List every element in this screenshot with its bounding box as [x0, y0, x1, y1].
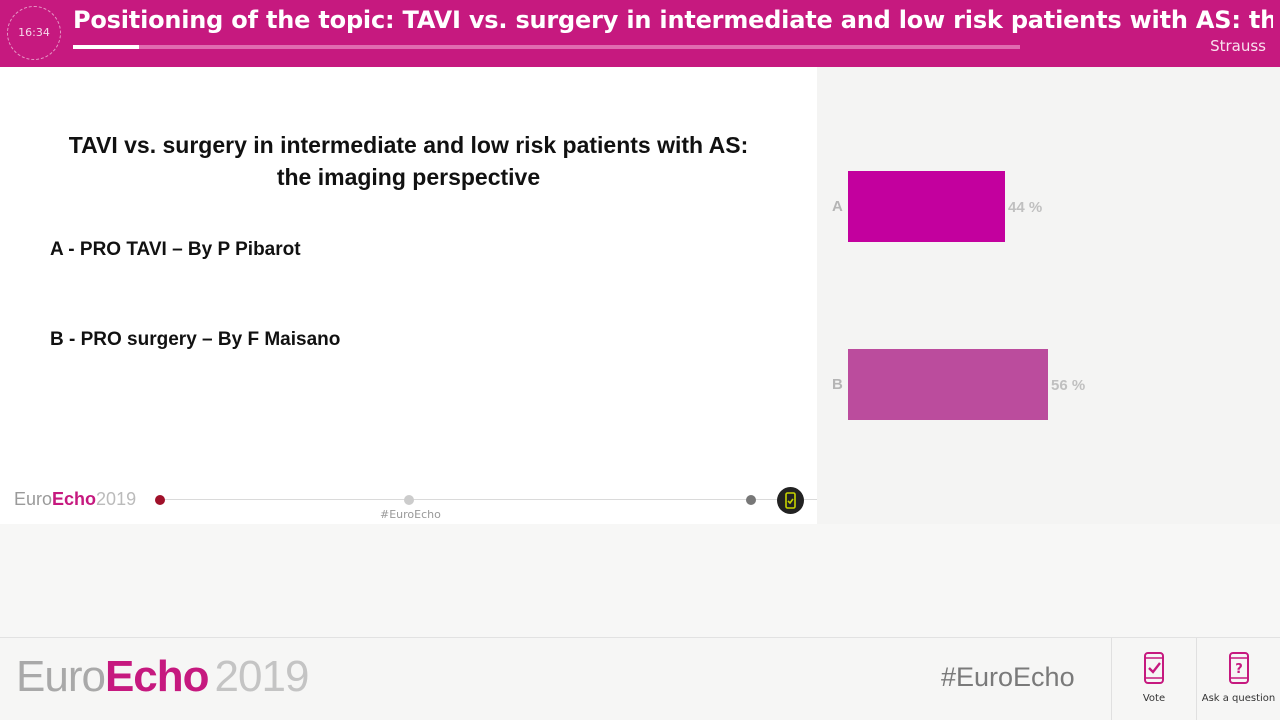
- poll-option-a-letter: A: [832, 198, 843, 215]
- bottom-hashtag: #EuroEcho: [941, 662, 1075, 692]
- slide-euroecho-logo: EuroEcho2019: [14, 489, 136, 510]
- slide-title: TAVI vs. surgery in intermediate and low…: [0, 129, 817, 193]
- slide-footer-divider: [160, 499, 817, 500]
- slide-logo-echo: Echo: [52, 489, 97, 509]
- speaker-name: Strauss: [1210, 37, 1266, 55]
- bottom-logo-echo: Echo: [104, 652, 210, 701]
- session-progress-fill: [73, 45, 140, 49]
- slide-logo-year: 2019: [96, 489, 137, 509]
- slide-hashtag: #EuroEcho: [380, 508, 441, 521]
- poll-percent-b: 56 %: [1051, 377, 1086, 394]
- slide-live-dot: [155, 495, 165, 505]
- phone-vote-icon: [777, 487, 804, 514]
- poll-option-b-letter: B: [832, 376, 843, 393]
- poll-results-panel: A 44 % B 56 %: [817, 67, 1280, 524]
- poll-percent-a: 44 %: [1008, 199, 1043, 216]
- phone-question-icon: ?: [1229, 652, 1249, 684]
- slide-option-b: B - PRO surgery – By F Maisano: [50, 329, 341, 350]
- ask-question-button[interactable]: ? Ask a question: [1196, 638, 1280, 720]
- slide-logo-euro: Euro: [14, 489, 53, 509]
- session-header: 16:34 Positioning of the topic: TAVI vs.…: [0, 0, 1280, 67]
- session-progress-bar: [73, 45, 1020, 49]
- vote-label: Vote: [1142, 693, 1166, 704]
- slide-title-line-2: the imaging perspective: [276, 164, 541, 190]
- phone-check-icon: [1144, 652, 1164, 684]
- bottom-logo-year: 2019: [214, 652, 310, 701]
- vote-button[interactable]: Vote: [1111, 638, 1196, 720]
- presentation-slide: TAVI vs. surgery in intermediate and low…: [0, 67, 817, 524]
- poll-bar-a: [848, 171, 1005, 242]
- poll-bar-b: [848, 349, 1048, 420]
- session-title: Positioning of the topic: TAVI vs. surge…: [73, 6, 1273, 34]
- bottom-bar: EuroEcho 2019 #EuroEcho Vote ? Ask a ques…: [0, 637, 1280, 720]
- slide-option-a: A - PRO TAVI – By P Pibarot: [50, 239, 301, 260]
- svg-text:?: ?: [1235, 662, 1243, 677]
- bottom-logo-euro: Euro: [16, 652, 106, 701]
- ask-question-label: Ask a question: [1201, 693, 1276, 704]
- euroecho-logo: EuroEcho 2019: [16, 652, 310, 702]
- slide-end-dot: [746, 495, 756, 505]
- slide-mid-dot: [404, 495, 414, 505]
- session-clock: 16:34: [7, 6, 61, 60]
- slide-title-line-1: TAVI vs. surgery in intermediate and low…: [68, 132, 749, 158]
